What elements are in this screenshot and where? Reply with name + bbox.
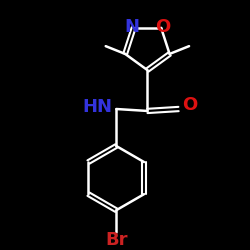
Text: O: O: [156, 18, 171, 36]
Text: Br: Br: [105, 232, 128, 250]
Text: O: O: [182, 96, 198, 114]
Text: HN: HN: [82, 98, 112, 116]
Text: N: N: [124, 18, 139, 36]
